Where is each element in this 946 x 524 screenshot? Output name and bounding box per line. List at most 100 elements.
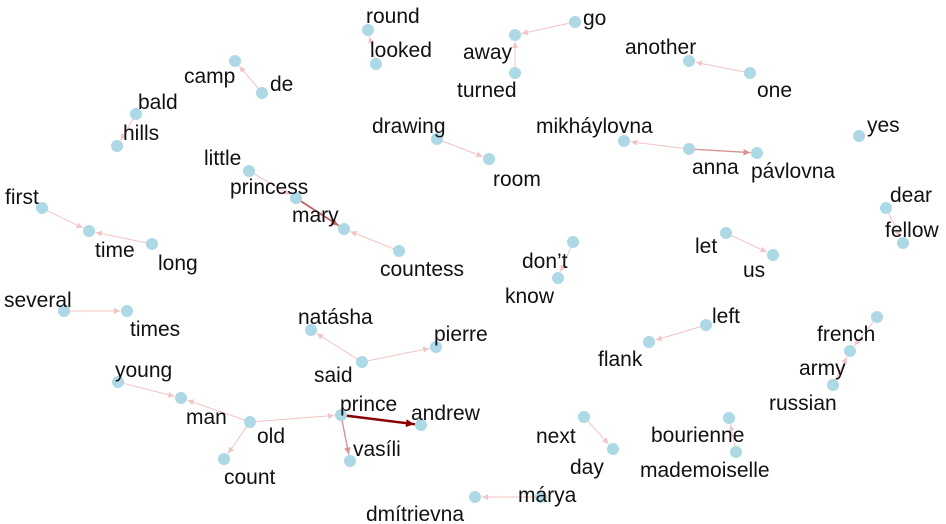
edge-arrow-anna-mikhaylovna [630,139,638,146]
node-label-us: us [743,259,765,282]
node-little [243,165,255,177]
edge-left-flank [655,326,701,341]
edge-arrow-french-army [854,339,861,346]
edge-arrow-let-us [760,246,767,253]
node-mikhaylovna [618,135,630,147]
node-label-yes: yes [867,114,900,137]
edge-arrow-several-times [114,308,120,314]
edge-arrow-left-flank [655,335,663,342]
node-go [569,16,581,28]
edge-first-time [46,210,84,229]
node-mary [338,223,350,235]
node-old [244,416,256,428]
node-marya [535,491,547,503]
node-said [356,356,368,368]
node-label-time: time [95,239,135,262]
node-label-count: count [224,466,276,489]
node-anna [683,143,695,155]
node-label-french: french [817,323,875,346]
edge-arrow-old-prince [327,413,334,419]
node-label-left: left [712,305,740,328]
node-first [36,202,48,214]
edge-arrow-looked-round [368,36,374,44]
edge-arrow-de-camp [239,66,246,73]
node-another [683,55,695,67]
edge-arrow-first-time [76,222,83,228]
node-label-little: little [204,147,241,170]
node-day [607,443,619,455]
edge-arrow-prince-vasili [344,447,351,455]
edge-arrow-marya-dmitrievna [482,494,488,500]
edge-arrow-dear-fellow [894,230,900,237]
node-label-natasha: natásha [298,306,373,329]
node-label-bourienne: bourienne [651,424,744,447]
edge-go-away [521,22,570,35]
edge-arrow-princess-mary [330,218,339,226]
edge-arrow-old-count [228,446,234,454]
edge-said-pierre [367,347,430,362]
edge-layer [46,22,901,500]
edge-arrow-said-pierre [422,346,430,353]
node-label-pierre: pierre [434,323,488,346]
node-label-vasili: vasíli [353,438,401,461]
label-layer: round looked go away turned another one camp de b… [4,5,940,524]
node-layer [36,16,909,503]
node-man [175,392,187,404]
node-label-away: away [463,41,513,64]
node-label-dont: don’t [522,250,568,273]
edge-old-man [187,399,245,421]
edge-arrow-bald-hills [120,133,127,140]
node-long [146,238,158,250]
node-label-looked: looked [370,39,432,62]
node-label-mikhaylovna: mikháylovna [536,115,653,138]
node-natasha [305,324,317,336]
node-label-times: times [130,318,180,341]
node-andrew [415,419,427,431]
node-label-young: young [115,359,172,382]
node-dont [567,236,579,248]
edge-arrow-turned-away [512,42,518,48]
edge-arrow-next-day [602,437,609,444]
node-label-day: day [570,456,604,479]
node-label-old: old [257,425,285,448]
node-label-know: know [505,285,555,308]
node-label-long: long [158,252,198,275]
node-label-andrew: andrew [411,402,481,425]
node-camp [229,55,241,67]
node-yes [853,130,865,142]
node-drawing [431,133,443,145]
node-label-flank: flank [598,348,643,371]
node-label-dear: dear [890,184,932,207]
node-army [844,345,856,357]
node-one [744,67,756,79]
edge-arrow-old-man [187,399,195,406]
edge-arrow-prince-andrew [405,419,415,428]
node-pierre [430,341,442,353]
edge-arrow-dont-know [560,264,566,272]
node-vasili [344,455,356,467]
node-away [509,29,521,41]
edge-arrow-anna-pavlovna [743,149,750,156]
edge-prince-andrew [345,414,416,426]
node-dmitrievna [469,491,481,503]
node-label-bald: bald [138,91,178,114]
node-label-countess: countess [380,258,464,281]
node-label-drawing: drawing [372,115,446,138]
node-label-first: first [5,186,39,209]
edge-arrow-little-princess [283,188,290,195]
node-times [121,305,133,317]
edge-one-another [695,61,745,73]
node-label-princess: princess [230,176,308,199]
node-left [700,319,712,331]
node-flank [643,336,655,348]
node-label-mademoiselle: mademoiselle [640,459,770,482]
node-label-one: one [757,79,792,102]
node-label-russian: russian [769,392,837,415]
edge-princess-mary [300,200,340,227]
node-us [767,249,779,261]
edge-little-princess [253,173,291,196]
node-know [552,272,564,284]
node-label-let: let [695,235,717,258]
node-de [256,87,268,99]
node-looked [370,58,382,70]
